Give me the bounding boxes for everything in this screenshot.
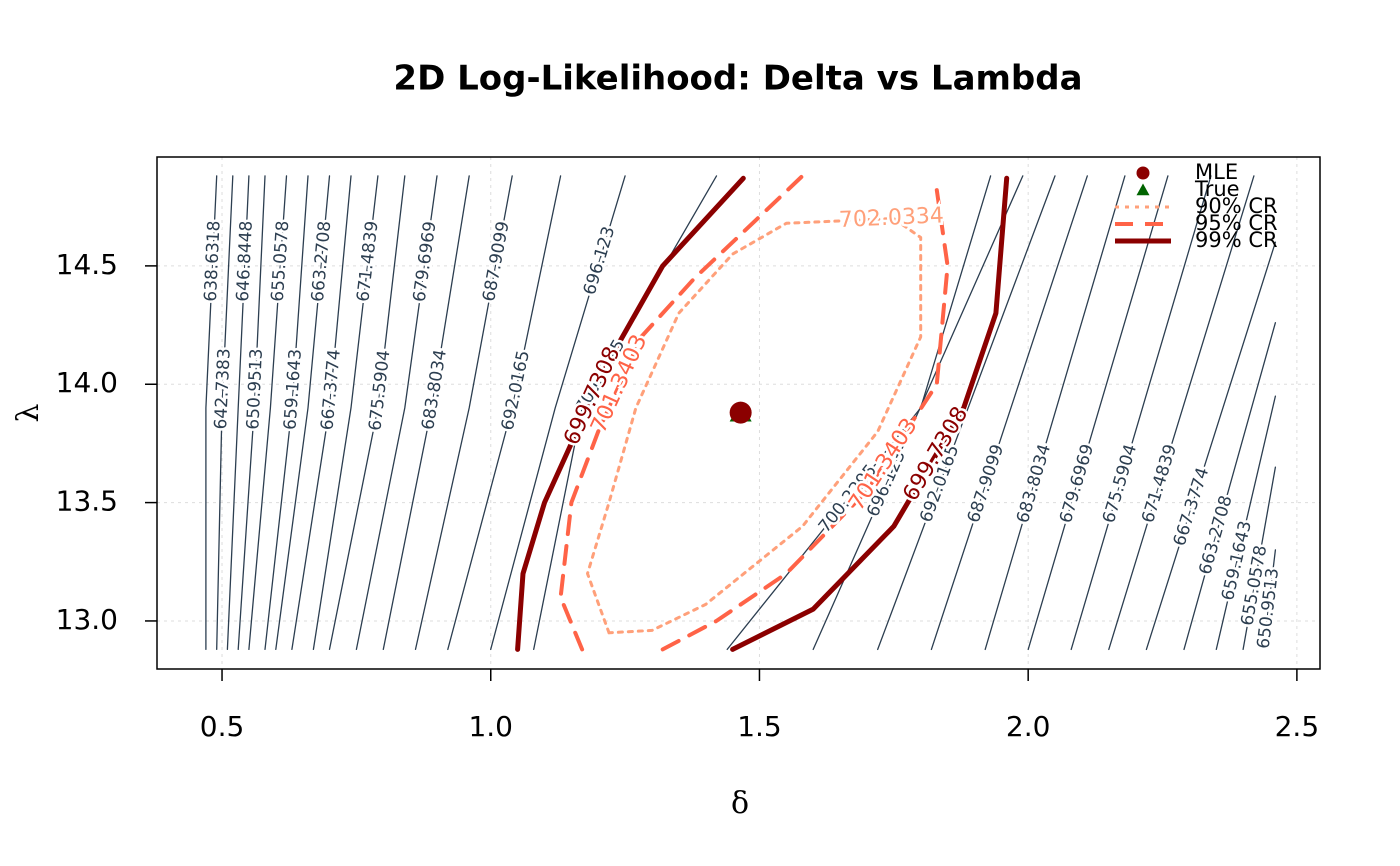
x-tick-label: 0.5 xyxy=(200,710,245,743)
contour-line xyxy=(515,175,1010,652)
plot-frame xyxy=(156,156,1321,670)
grid xyxy=(157,157,1320,669)
contour-line xyxy=(382,175,1126,651)
contour-line xyxy=(275,175,1277,651)
legend-label: 99% CR xyxy=(1195,228,1278,252)
x-tick-label: 1.5 xyxy=(737,710,782,743)
axes: 0.5 1.0 1.5 2.0 2.5 13.0 13.5 14.0 14.5 xyxy=(56,248,1320,743)
contour-label: 638.6318 xyxy=(201,220,225,302)
contour-line xyxy=(328,175,1212,651)
contour-line xyxy=(264,175,1277,651)
y-axis-label: λ xyxy=(11,403,46,422)
contour-line xyxy=(312,175,1255,651)
contour-label: 642.7383 xyxy=(211,348,235,430)
x-tick-label: 2.5 xyxy=(1275,710,1320,743)
contour-line xyxy=(248,175,1277,651)
contour-line xyxy=(216,175,234,651)
y-tick-label: 13.5 xyxy=(56,485,118,518)
contour-line xyxy=(205,175,218,651)
contour-line xyxy=(586,217,923,635)
y-tick-label: 13.0 xyxy=(56,603,118,636)
contour-line xyxy=(558,173,950,652)
contour-label: 650.9513 xyxy=(243,348,267,430)
contour-line xyxy=(447,175,1056,651)
point-marker xyxy=(1136,183,1150,196)
contour-line xyxy=(226,175,250,651)
contour-label: 646.8448 xyxy=(233,220,257,302)
contours xyxy=(205,173,1277,652)
legend-label: MLE xyxy=(1195,160,1238,184)
legend-label: 95% CR xyxy=(1195,211,1278,235)
chart-title: 2D Log-Likelihood: Delta vs Lambda xyxy=(393,59,1082,99)
legend-label: True xyxy=(1194,177,1240,201)
y-tick-label: 14.0 xyxy=(56,366,118,399)
x-axis-label: δ xyxy=(731,786,749,821)
points xyxy=(729,401,752,424)
contour-label: 702.0334 xyxy=(838,203,944,233)
contour-line xyxy=(355,175,1169,651)
legend-label: 90% CR xyxy=(1195,194,1278,218)
y-tick-label: 14.5 xyxy=(56,248,118,281)
contour-line xyxy=(414,175,1088,651)
point-marker xyxy=(729,401,752,424)
contour-line xyxy=(237,175,1277,651)
x-tick-label: 2.0 xyxy=(1006,710,1051,743)
contour-line xyxy=(291,175,1277,651)
x-tick-label: 1.0 xyxy=(468,710,513,743)
point-marker xyxy=(1136,166,1150,180)
